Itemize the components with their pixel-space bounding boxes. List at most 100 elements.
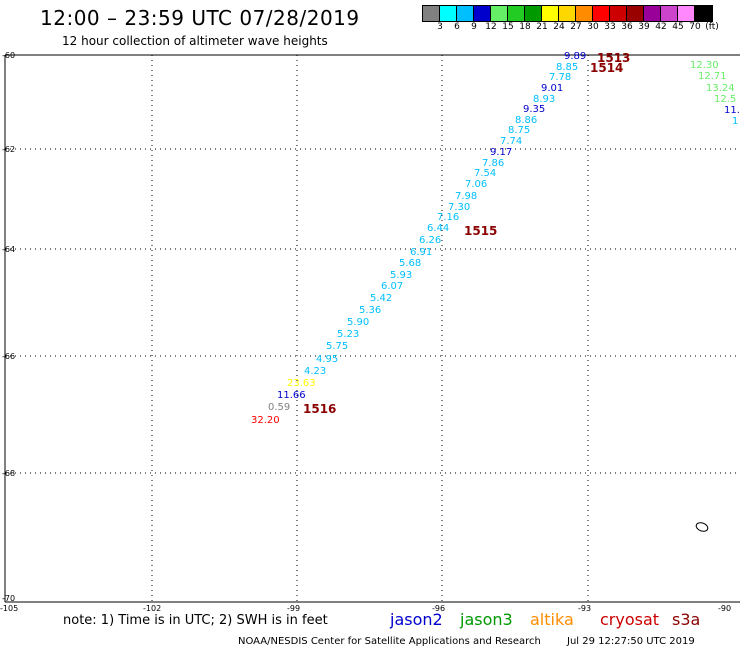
color-scale-swatch [474,6,491,21]
pass-label-1514: 1514 [590,61,624,75]
color-scale-label: 36 [621,22,633,32]
wave-height-value: 23.63 [287,378,316,389]
wave-height-value: 13.24 [706,83,735,94]
color-scale-label: 39 [638,22,650,32]
wave-height-value: 9.01 [541,83,564,94]
color-scale-swatch [627,6,644,21]
pass-label-1513: 1513 [597,51,631,65]
wave-height-value: 5.68 [399,258,422,269]
wave-height-value: 6.91 [410,247,433,258]
color-scale-label: 9 [471,22,477,32]
wave-height-value: 32.20 [251,415,280,426]
wave-height-value: 7.06 [465,179,488,190]
color-scale-label: 70 [689,22,701,32]
color-scale-swatch [695,6,712,21]
wave-height-value: 12.30 [690,60,719,71]
wave-height-value: 5.90 [347,317,370,328]
color-scale-label: 18 [519,22,531,32]
wave-height-value: 0.59 [268,402,291,413]
lon-label: -96 [432,604,446,613]
lon-label: -102 [143,604,162,613]
color-scale [422,5,713,22]
lat-label: -64 [2,245,16,254]
wave-height-value: 7.98 [455,191,478,202]
wave-height-value: 5.42 [370,293,393,304]
color-scale-label: 12 [485,22,497,32]
color-scale-swatch [457,6,474,21]
wave-height-value: 12.71 [698,71,727,82]
color-scale-label: 21 [536,22,548,32]
legend-altika: altika [530,610,574,629]
wave-height-value: 11. [724,105,740,116]
color-scale-label: 42 [655,22,667,32]
lat-label: -66 [2,352,16,361]
wave-height-value: 5.36 [359,305,382,316]
lat-label: -60 [2,51,16,60]
island-outline [695,522,709,532]
color-scale-swatch [542,6,559,21]
wave-height-value: 8.75 [508,125,531,136]
wave-height-value: 12.5 [714,94,737,105]
color-scale-label: 45 [672,22,684,32]
color-scale-label: 33 [604,22,616,32]
legend-s3a: s3a [672,610,701,629]
wave-height-value: 8.93 [533,94,556,105]
color-scale-swatch [508,6,525,21]
color-scale-label: 6 [454,22,460,32]
color-scale-label: 3 [437,22,443,32]
color-scale-swatch [576,6,593,21]
lon-label: -99 [287,604,301,613]
color-scale-swatch [610,6,627,21]
lat-label: -70 [2,594,16,603]
wave-height-value: 6.07 [381,281,404,292]
pass-label-1515: 1515 [464,224,498,238]
color-scale-swatch [423,6,440,21]
lat-label: -68 [2,469,16,478]
wave-height-value: 11.66 [277,390,306,401]
color-scale-swatch [593,6,610,21]
color-scale-label: 30 [587,22,599,32]
wave-height-value: 9.17 [490,147,513,158]
wave-height-value: 4.23 [304,366,327,377]
graticule [5,55,740,602]
wave-height-value: 4.95 [316,354,339,365]
wave-height-value: 1 [732,116,739,127]
map-title: 12:00 – 23:59 UTC 07/28/2019 [40,6,360,30]
wave-height-value: 5.75 [326,341,349,352]
wave-height-value: 7.78 [549,72,572,83]
wave-height-value: 7.86 [482,158,505,169]
lat-label: -62 [2,145,16,154]
color-scale-label: (ft) [705,22,719,32]
lon-label: -105 [0,604,19,613]
pass-label-1516: 1516 [303,402,337,416]
legend-jason2: jason2 [390,610,443,629]
color-scale-swatch [525,6,542,21]
wave-height-value: 5.93 [390,270,413,281]
wave-height-value: 7.54 [474,168,497,179]
map-subtitle: 12 hour collection of altimeter wave hei… [62,34,328,48]
wave-height-value: 9.35 [523,104,546,115]
wave-height-value: 8.86 [515,115,538,126]
color-scale-label: 27 [570,22,582,32]
color-scale-swatch [644,6,661,21]
wave-height-value: 8.85 [556,62,579,73]
lon-label: -90 [718,604,732,613]
wave-height-value: 7.30 [448,202,471,213]
color-scale-label: 24 [553,22,565,32]
note-text: note: 1) Time is in UTC; 2) SWH is in fe… [63,613,328,628]
lon-label: -93 [578,604,592,613]
color-scale-swatch [559,6,576,21]
wave-height-value: 5.23 [337,329,360,340]
wave-height-value: 6.26 [419,235,442,246]
wave-height-value: 6.44 [427,223,450,234]
wave-height-value: 7.16 [437,212,460,223]
credit-text: NOAA/NESDIS Center for Satellite Applica… [238,636,541,647]
timestamp-text: Jul 29 12:27:50 UTC 2019 [567,636,695,647]
color-scale-swatch [661,6,678,21]
legend-cryosat: cryosat [600,610,660,629]
color-scale-swatch [491,6,508,21]
color-scale-label: 15 [502,22,514,32]
legend-jason3: jason3 [460,610,513,629]
color-scale-swatch [678,6,695,21]
